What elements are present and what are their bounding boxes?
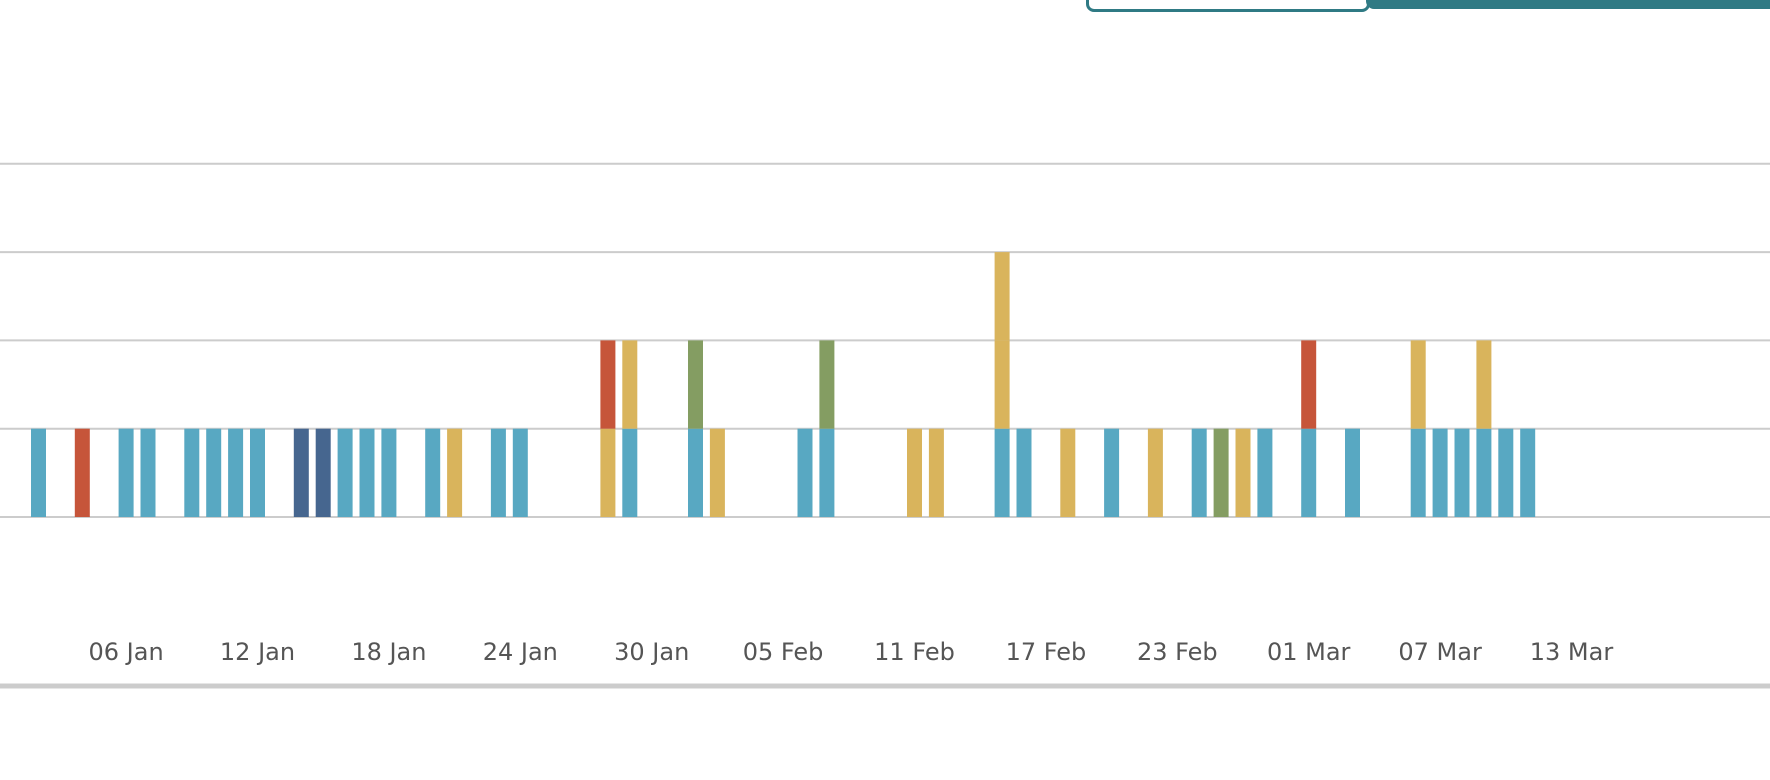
bar-21-segment-0 xyxy=(797,428,813,517)
bar-6-segment-0 xyxy=(228,428,244,517)
bar-22-segment-0 xyxy=(819,428,835,517)
bar-7-segment-0 xyxy=(250,428,265,517)
x-tick-label: 11 Feb xyxy=(874,638,955,666)
bar-17-segment-0 xyxy=(600,428,616,517)
bar-4-segment-0 xyxy=(184,428,200,517)
bar-35-segment-0 xyxy=(1345,428,1360,517)
bar-0-segment-0 xyxy=(31,428,46,517)
bar-28-segment-0 xyxy=(1104,428,1120,517)
x-tick-label: 30 Jan xyxy=(614,638,689,666)
x-tick-label: 24 Jan xyxy=(483,638,558,666)
bar-11-segment-0 xyxy=(359,428,375,517)
x-tick-label: 17 Feb xyxy=(1006,638,1087,666)
bar-33-segment-0 xyxy=(1257,428,1273,517)
bar-26-segment-0 xyxy=(1016,428,1032,517)
bar-12-segment-0 xyxy=(381,428,397,517)
x-tick-label: 05 Feb xyxy=(743,638,824,666)
bar-22-segment-1 xyxy=(819,340,835,429)
x-tick-label: 13 Mar xyxy=(1530,638,1614,666)
bar-14-segment-0 xyxy=(447,428,463,517)
bar-25-segment-1 xyxy=(994,340,1010,429)
x-axis-ticks: 06 Jan 12 Jan 18 Jan 24 Jan 30 Jan 05 Feb 11 F… xyxy=(89,638,1614,666)
bar-18-segment-1 xyxy=(622,340,638,429)
bar-15-segment-0 xyxy=(490,428,506,517)
bar-41-segment-0 xyxy=(1520,428,1536,517)
bar-29-segment-0 xyxy=(1147,428,1163,517)
bar-34-segment-0 xyxy=(1301,428,1317,517)
bar-36-segment-0 xyxy=(1410,428,1426,517)
bar-23-segment-0 xyxy=(907,428,922,517)
apply-button[interactable] xyxy=(1366,0,1770,9)
bar-5-segment-0 xyxy=(206,428,222,517)
bar-19-segment-0 xyxy=(688,428,703,517)
bar-20-segment-0 xyxy=(709,428,725,517)
bar-40-segment-0 xyxy=(1498,428,1514,517)
bar-24-segment-0 xyxy=(928,428,944,517)
bar-25-segment-0 xyxy=(994,428,1010,517)
bar-16-segment-0 xyxy=(512,428,528,517)
bar-8-segment-0 xyxy=(293,428,309,517)
bar-39-segment-0 xyxy=(1476,428,1492,517)
x-tick-label: 06 Jan xyxy=(89,638,164,666)
x-tick-label: 18 Jan xyxy=(351,638,426,666)
x-tick-label: 01 Mar xyxy=(1267,638,1351,666)
bar-3-segment-0 xyxy=(140,428,156,517)
bar-25-segment-2 xyxy=(994,252,1010,341)
bar-18-segment-0 xyxy=(622,428,638,517)
bar-34-segment-1 xyxy=(1301,340,1317,429)
x-tick-label: 23 Feb xyxy=(1137,638,1218,666)
bar-37-segment-0 xyxy=(1432,428,1448,517)
bar-27-segment-0 xyxy=(1060,428,1076,517)
bar-36-segment-1 xyxy=(1410,340,1426,429)
bar-38-segment-0 xyxy=(1454,428,1470,517)
bar-9-segment-0 xyxy=(315,428,331,517)
bar-32-segment-0 xyxy=(1235,428,1251,517)
bars xyxy=(31,252,1536,517)
bar-39-segment-1 xyxy=(1476,340,1492,429)
bar-17-segment-1 xyxy=(600,340,616,429)
x-tick-label: 12 Jan xyxy=(220,638,295,666)
bar-31-segment-0 xyxy=(1213,428,1229,517)
bar-1-segment-0 xyxy=(74,428,90,517)
bar-13-segment-0 xyxy=(425,428,441,517)
x-tick-label: 07 Mar xyxy=(1398,638,1482,666)
bar-19-segment-1 xyxy=(688,340,703,429)
bar-2-segment-0 xyxy=(118,428,134,517)
bar-30-segment-0 xyxy=(1191,428,1207,517)
bar-10-segment-0 xyxy=(337,428,353,517)
